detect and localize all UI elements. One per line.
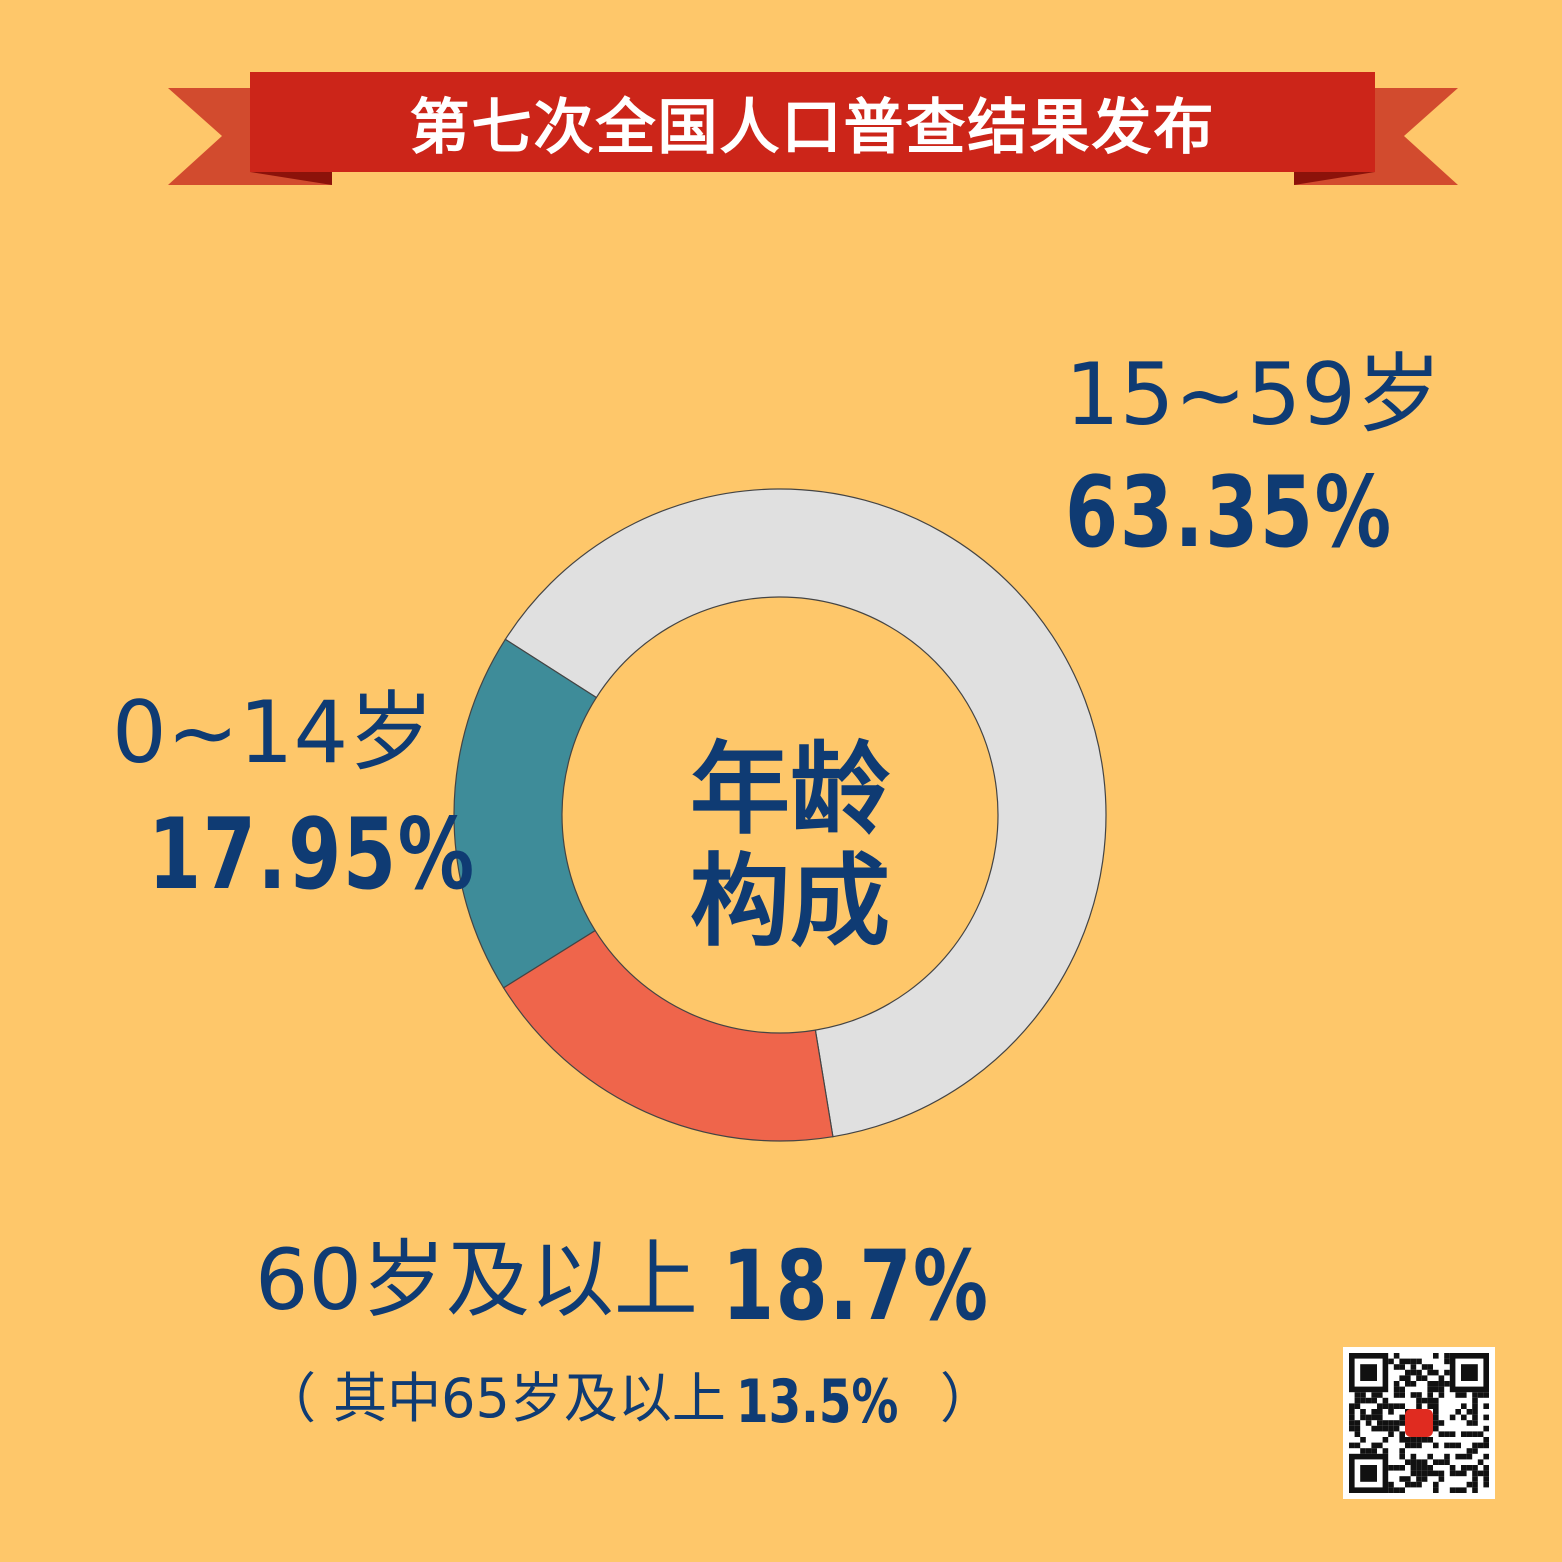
segment-15-59 (504, 488, 1107, 1138)
label-0-14-name: 0~14岁 (112, 683, 435, 783)
note-65-plus: （ 其中65岁及以上 13.5% ） (262, 1367, 994, 1437)
label-15-59-percent: 63.35% (1065, 456, 1393, 570)
note-65-plus-text: （ 其中65岁及以上 (262, 1367, 726, 1430)
ribbon-fold-left (250, 172, 332, 185)
center-label-line1: 年龄 (690, 731, 890, 848)
label-60-plus-percent: 18.7% (721, 1230, 990, 1342)
segment-60-plus (502, 929, 834, 1142)
note-close-paren: ） (940, 1367, 995, 1430)
ribbon-banner (250, 72, 1375, 172)
segment-0-14 (453, 638, 598, 989)
qr-code-icon (1343, 1347, 1495, 1499)
title-ribbon (168, 72, 1458, 185)
label-15-59-name: 15~59岁 (1065, 345, 1442, 445)
label-60-plus-name: 60岁及以上 (255, 1231, 698, 1329)
label-0-14-percent: 17.95% (148, 798, 476, 912)
note-65-plus-percent: 13.5% (735, 1367, 899, 1437)
center-label-line2: 构成 (690, 843, 890, 960)
label-60-plus: 60岁及以上 18.7% (255, 1238, 1065, 1334)
ribbon-fold-right (1294, 172, 1375, 185)
page-title: 第七次全国人口普查结果发布 (409, 92, 1216, 163)
